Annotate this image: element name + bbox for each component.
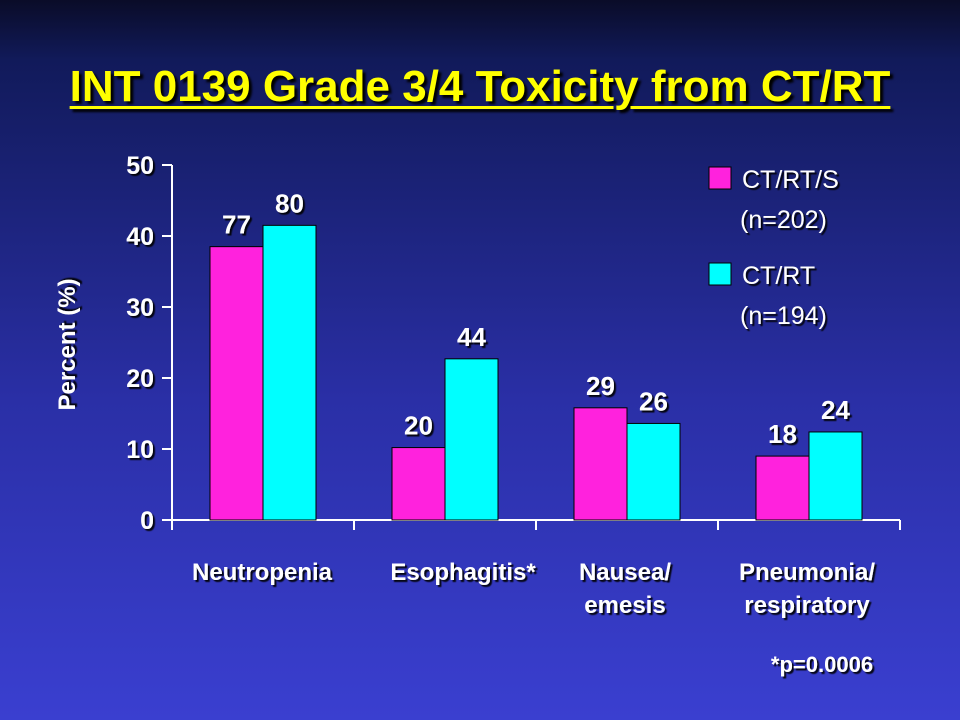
footnote: *p=0.0006	[771, 652, 873, 677]
bar-value-label: 80	[275, 188, 304, 218]
x-category-label: Pneumonia/	[739, 559, 875, 586]
bar-ctrt-0	[262, 224, 317, 521]
y-tick-label: 50	[126, 152, 154, 180]
x-category-label: emesis	[584, 592, 665, 619]
bar-ctrt-1	[444, 358, 499, 521]
bar-ctrt-2	[626, 422, 681, 521]
bar-ctrts-3	[755, 455, 810, 521]
bar-ctrts-2	[573, 407, 628, 521]
x-category-label: Esophagitis*	[390, 559, 536, 586]
y-tick-label: 10	[126, 436, 154, 464]
y-axis-label: Percent (%)	[54, 278, 81, 410]
bar-value-label: 29	[586, 371, 615, 401]
legend-label: CT/RT	[742, 262, 815, 290]
legend-swatch	[708, 262, 732, 286]
y-tick-label: 30	[126, 294, 154, 322]
legend-swatch	[708, 166, 732, 190]
x-category-label: Neutropenia	[192, 559, 333, 586]
x-category-label: Nausea/	[579, 559, 671, 586]
bar-value-label: 77	[222, 210, 251, 240]
page-title: INT 0139 Grade 3/4 Toxicity from CT/RT	[69, 62, 891, 111]
y-tick-label: 0	[140, 507, 154, 535]
bar-value-label: 20	[404, 411, 433, 441]
y-tick-label: 20	[126, 365, 154, 393]
bar-value-label: 18	[768, 419, 797, 449]
x-category-label: respiratory	[744, 592, 870, 619]
legend-label: (n=202)	[740, 206, 827, 234]
bar-value-label: 44	[457, 322, 486, 352]
bar-ctrts-1	[391, 447, 446, 521]
legend-label: CT/RT/S	[742, 166, 839, 194]
y-tick-label: 40	[126, 223, 154, 251]
bar-value-label: 26	[639, 386, 668, 416]
bar-value-label: 24	[821, 395, 850, 425]
bar-ctrt-3	[808, 431, 863, 521]
legend-label: (n=194)	[740, 302, 827, 330]
bar-ctrts-0	[209, 246, 264, 521]
